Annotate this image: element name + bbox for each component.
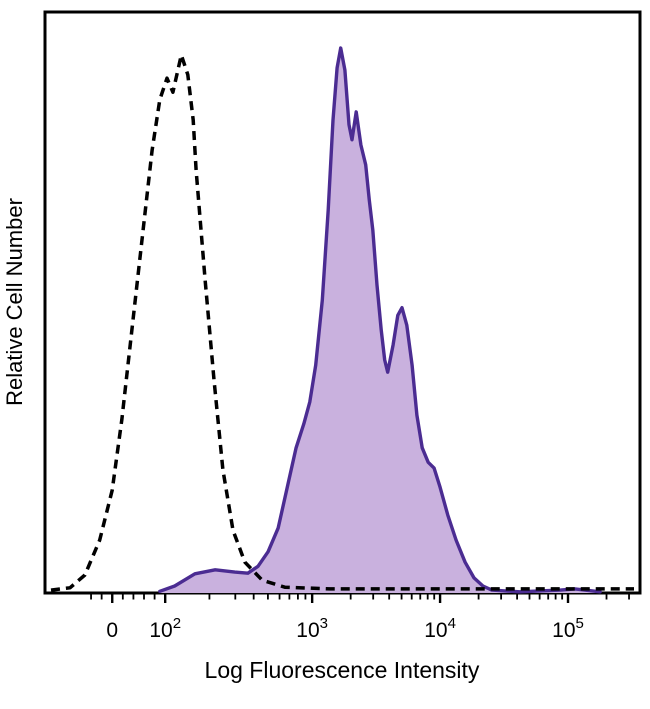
stained-sample-outline	[158, 46, 602, 594]
x-axis-tick-label: 103	[296, 615, 328, 642]
x-axis-tick-label: 104	[424, 615, 456, 642]
x-axis-tick-label: 0	[106, 619, 118, 642]
y-axis-label: Relative Cell Number	[2, 198, 27, 406]
x-axis-tick-label: 105	[552, 615, 584, 642]
unstained-control-curve	[50, 53, 634, 592]
series-group	[50, 46, 634, 594]
x-axis-label: Log Fluorescence Intensity	[205, 657, 480, 683]
x-axis-major-ticks: 0 102 103 104 105	[106, 594, 584, 642]
x-axis-tick-label: 102	[149, 615, 181, 642]
x-axis-minor-ticks	[90, 594, 630, 600]
